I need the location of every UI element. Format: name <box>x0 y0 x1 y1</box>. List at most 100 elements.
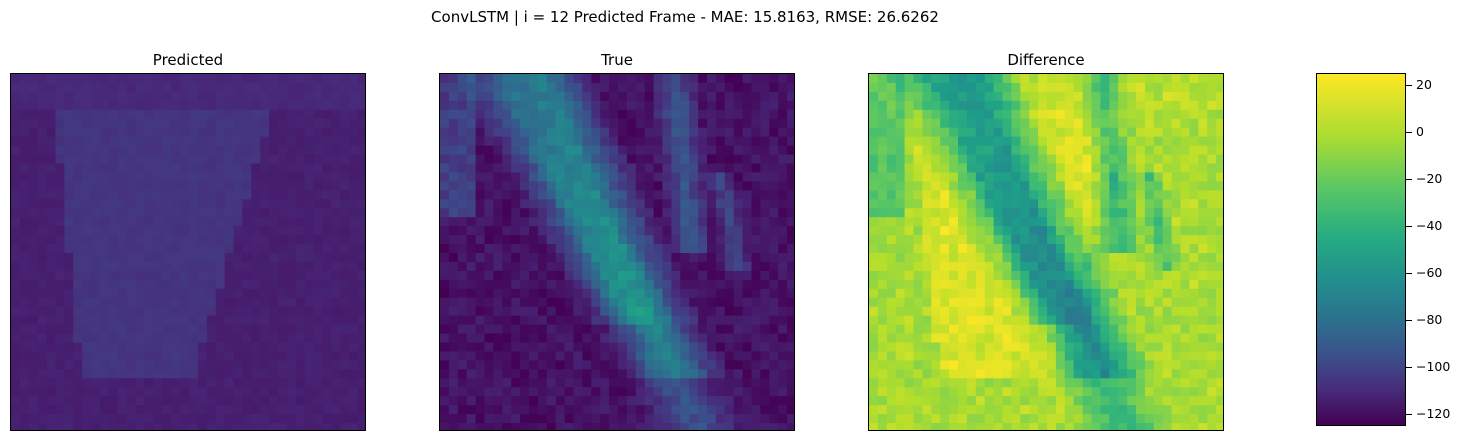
heatmap-cell <box>55 118 65 129</box>
heatmap-cell <box>331 288 341 299</box>
heatmap-cell <box>698 226 708 236</box>
heatmap-cell <box>511 297 521 308</box>
heatmap-cell <box>600 154 610 165</box>
heatmap-cell <box>206 333 217 344</box>
heatmap-cell <box>91 279 101 290</box>
heatmap-cell <box>958 199 968 209</box>
heatmap-cell <box>189 74 199 84</box>
heatmap-cell <box>787 270 794 281</box>
heatmap-cell <box>940 253 950 263</box>
heatmap-cell <box>1127 109 1137 120</box>
heatmap-cell <box>877 333 888 344</box>
heatmap-cell <box>707 342 717 353</box>
heatmap-cell <box>331 253 341 263</box>
heatmap-cell <box>484 244 494 254</box>
heatmap-cell <box>82 217 92 227</box>
heatmap-cell <box>546 136 557 147</box>
heatmap-cell <box>546 315 557 326</box>
heatmap-cell <box>1055 288 1066 299</box>
heatmap-cell <box>778 360 788 370</box>
heatmap-cell <box>1171 208 1182 218</box>
heatmap-cell <box>180 217 190 227</box>
heatmap-cell <box>1100 324 1110 335</box>
heatmap-cell <box>162 270 172 281</box>
heatmap-cell <box>206 217 217 227</box>
heatmap-cell <box>269 172 279 182</box>
heatmap-cell <box>751 414 761 424</box>
heatmap-cell <box>922 244 932 254</box>
heatmap-cell <box>529 136 539 147</box>
heatmap-cell <box>904 91 915 102</box>
heatmap-cell <box>778 190 788 200</box>
heatmap-cell <box>1073 333 1084 344</box>
heatmap-cell <box>949 315 959 326</box>
heatmap-cell <box>1047 315 1057 326</box>
heatmap-cell <box>869 324 879 335</box>
heatmap-cell <box>286 270 297 281</box>
heatmap-cell <box>1189 118 1199 129</box>
heatmap-cell <box>135 270 146 281</box>
heatmap-cell <box>742 118 753 129</box>
heatmap-cell <box>197 369 208 379</box>
heatmap-cell <box>242 396 252 406</box>
heatmap-cell <box>91 74 101 84</box>
heatmap-cell <box>537 414 548 424</box>
heatmap-cell <box>537 109 548 120</box>
heatmap-cell <box>475 253 486 263</box>
heatmap-cell <box>662 396 672 406</box>
heatmap-cell <box>671 315 681 326</box>
heatmap-cell <box>653 244 664 254</box>
heatmap-cell <box>206 279 217 290</box>
heatmap-cell <box>1216 208 1223 218</box>
heatmap-cell <box>260 360 270 370</box>
heatmap-cell <box>278 414 288 424</box>
heatmap-cell <box>609 306 619 317</box>
heatmap-cell <box>1038 181 1048 191</box>
heatmap-cell <box>126 235 137 245</box>
heatmap-cell <box>922 315 932 326</box>
heatmap-cell <box>349 199 359 209</box>
heatmap-cell <box>698 378 708 388</box>
heatmap-cell <box>251 199 261 209</box>
heatmap-cell <box>715 351 726 361</box>
heatmap-cell <box>869 396 879 406</box>
heatmap-cell <box>466 82 477 93</box>
heatmap-cell <box>55 136 65 147</box>
heatmap-cell <box>760 405 770 415</box>
heatmap-cell <box>555 82 566 93</box>
heatmap-cell <box>322 91 332 102</box>
heatmap-cell <box>502 315 512 326</box>
heatmap-cell <box>644 297 655 308</box>
heatmap-cell <box>117 333 128 344</box>
heatmap-cell <box>340 342 350 353</box>
heatmap-cell <box>260 396 270 406</box>
heatmap-cell <box>1189 369 1199 379</box>
heatmap-cell <box>295 405 306 415</box>
heatmap-cell <box>304 387 315 397</box>
heatmap-cell <box>984 315 995 326</box>
heatmap-cell <box>1198 396 1208 406</box>
heatmap-cell <box>546 333 557 344</box>
heatmap-cell <box>1216 82 1223 93</box>
heatmap-cell <box>358 127 365 138</box>
heatmap-cell <box>135 342 146 353</box>
heatmap-cell <box>1127 360 1137 370</box>
heatmap-cell <box>1055 154 1066 165</box>
heatmap-cell <box>966 109 977 120</box>
heatmap-cell <box>949 118 959 129</box>
heatmap-cell <box>886 270 897 281</box>
heatmap-cell <box>135 279 146 290</box>
heatmap-cell <box>707 396 717 406</box>
heatmap-cell <box>787 145 794 156</box>
heatmap-cell <box>1082 414 1093 424</box>
heatmap-cell <box>1011 181 1021 191</box>
heatmap-cell <box>698 297 708 308</box>
heatmap-cell <box>600 288 610 299</box>
heatmap-cell <box>707 181 717 191</box>
heatmap-cell <box>448 100 459 111</box>
heatmap-cell <box>46 199 57 209</box>
heatmap-cell <box>769 288 779 299</box>
heatmap-cell <box>358 315 365 326</box>
heatmap-cell <box>1109 199 1119 209</box>
heatmap-cell <box>313 315 324 326</box>
